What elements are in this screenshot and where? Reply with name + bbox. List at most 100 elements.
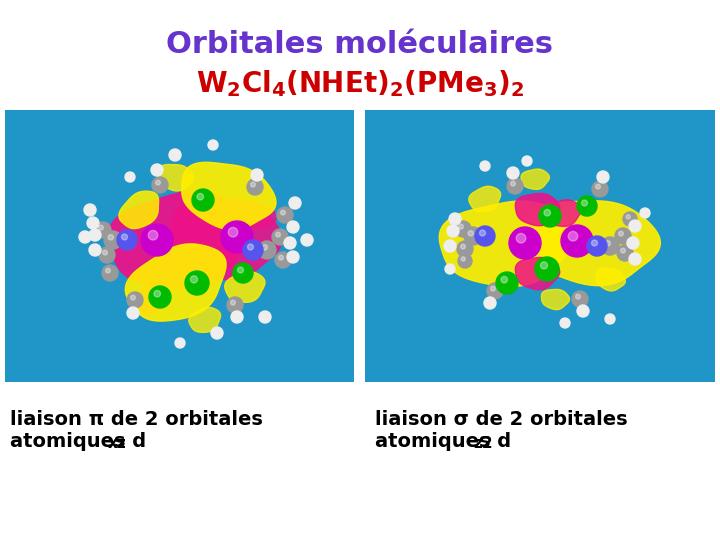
Circle shape	[605, 241, 611, 246]
Circle shape	[475, 226, 495, 246]
Circle shape	[272, 229, 288, 245]
Circle shape	[190, 276, 197, 283]
Text: xz: xz	[108, 436, 127, 451]
Circle shape	[251, 182, 256, 187]
Circle shape	[444, 240, 456, 252]
Polygon shape	[181, 163, 276, 230]
Circle shape	[595, 184, 600, 189]
Circle shape	[152, 177, 168, 193]
Circle shape	[582, 200, 588, 206]
Circle shape	[544, 210, 551, 216]
Circle shape	[487, 283, 503, 299]
Polygon shape	[469, 186, 500, 211]
Circle shape	[281, 210, 285, 215]
Polygon shape	[158, 165, 194, 191]
Circle shape	[501, 276, 508, 283]
Circle shape	[507, 178, 523, 194]
Circle shape	[490, 286, 495, 291]
Circle shape	[458, 254, 472, 268]
Circle shape	[572, 291, 588, 307]
Circle shape	[130, 295, 135, 300]
Circle shape	[455, 221, 471, 237]
Polygon shape	[108, 191, 253, 289]
Circle shape	[617, 245, 633, 261]
Circle shape	[284, 237, 296, 249]
Circle shape	[449, 213, 461, 225]
Circle shape	[148, 231, 158, 240]
Circle shape	[461, 244, 465, 249]
Circle shape	[248, 244, 253, 250]
Circle shape	[221, 221, 253, 253]
Circle shape	[277, 207, 293, 223]
Circle shape	[615, 228, 631, 244]
Circle shape	[275, 252, 291, 268]
Polygon shape	[595, 268, 626, 291]
Circle shape	[89, 244, 101, 256]
Circle shape	[99, 247, 115, 263]
Circle shape	[484, 297, 496, 309]
Circle shape	[535, 257, 559, 281]
Circle shape	[592, 240, 598, 246]
Polygon shape	[245, 202, 276, 228]
Circle shape	[125, 172, 135, 182]
Circle shape	[618, 231, 624, 236]
Polygon shape	[545, 200, 581, 226]
Circle shape	[597, 171, 609, 183]
Circle shape	[102, 265, 118, 281]
Circle shape	[445, 264, 455, 274]
Bar	[365, 110, 715, 382]
Circle shape	[243, 240, 263, 260]
Circle shape	[577, 196, 597, 216]
Circle shape	[227, 297, 243, 313]
Text: liaison σ de 2 orbitales: liaison σ de 2 orbitales	[375, 410, 628, 429]
Circle shape	[251, 169, 263, 181]
Circle shape	[127, 292, 143, 308]
Circle shape	[627, 237, 639, 249]
Circle shape	[211, 327, 223, 339]
Circle shape	[301, 234, 313, 246]
Polygon shape	[521, 169, 549, 190]
Bar	[5, 110, 354, 382]
Circle shape	[197, 193, 204, 200]
Circle shape	[102, 250, 107, 255]
Circle shape	[87, 217, 99, 229]
Circle shape	[175, 338, 185, 348]
Circle shape	[560, 318, 570, 328]
Circle shape	[262, 245, 267, 250]
Circle shape	[289, 197, 301, 209]
Circle shape	[84, 204, 96, 216]
Text: z2: z2	[473, 436, 492, 451]
Circle shape	[228, 227, 238, 237]
Circle shape	[231, 311, 243, 323]
Polygon shape	[439, 201, 577, 287]
Circle shape	[587, 236, 607, 256]
Circle shape	[233, 263, 253, 283]
Circle shape	[79, 231, 91, 243]
Circle shape	[541, 262, 548, 269]
Circle shape	[509, 227, 541, 259]
Circle shape	[238, 267, 243, 273]
Polygon shape	[516, 193, 559, 226]
Circle shape	[287, 251, 299, 263]
Circle shape	[154, 291, 161, 297]
Circle shape	[621, 248, 626, 253]
Polygon shape	[516, 258, 559, 290]
Polygon shape	[225, 272, 265, 302]
Polygon shape	[119, 191, 158, 228]
Circle shape	[259, 311, 271, 323]
Circle shape	[516, 233, 526, 243]
Text: $\mathbf{W_2Cl_4(NHEt)_2(PMe_3)_2}$: $\mathbf{W_2Cl_4(NHEt)_2(PMe_3)_2}$	[196, 68, 524, 99]
Circle shape	[522, 156, 532, 166]
Circle shape	[149, 286, 171, 308]
Circle shape	[95, 222, 111, 238]
Circle shape	[629, 253, 641, 265]
Circle shape	[208, 140, 218, 150]
Circle shape	[247, 179, 263, 195]
Circle shape	[156, 180, 161, 185]
Circle shape	[287, 221, 299, 233]
Circle shape	[468, 231, 474, 236]
Circle shape	[539, 205, 561, 227]
Circle shape	[127, 307, 139, 319]
Circle shape	[626, 215, 630, 219]
Circle shape	[457, 241, 473, 257]
